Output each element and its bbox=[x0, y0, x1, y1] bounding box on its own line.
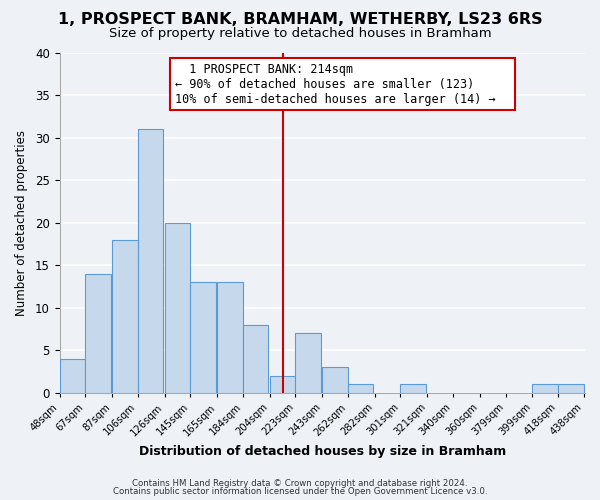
Text: Size of property relative to detached houses in Bramham: Size of property relative to detached ho… bbox=[109, 28, 491, 40]
Bar bbox=[270, 376, 295, 393]
Bar bbox=[164, 222, 190, 393]
Text: 1, PROSPECT BANK, BRAMHAM, WETHERBY, LS23 6RS: 1, PROSPECT BANK, BRAMHAM, WETHERBY, LS2… bbox=[58, 12, 542, 28]
Bar bbox=[217, 282, 243, 393]
Text: Contains HM Land Registry data © Crown copyright and database right 2024.: Contains HM Land Registry data © Crown c… bbox=[132, 478, 468, 488]
Bar bbox=[190, 282, 216, 393]
Text: 1 PROSPECT BANK: 214sqm
← 90% of detached houses are smaller (123)
10% of semi-d: 1 PROSPECT BANK: 214sqm ← 90% of detache… bbox=[175, 62, 510, 106]
Bar bbox=[59, 359, 85, 393]
Text: Contains public sector information licensed under the Open Government Licence v3: Contains public sector information licen… bbox=[113, 487, 487, 496]
Bar bbox=[532, 384, 558, 393]
Bar bbox=[322, 368, 348, 393]
X-axis label: Distribution of detached houses by size in Bramham: Distribution of detached houses by size … bbox=[139, 444, 506, 458]
Bar bbox=[558, 384, 584, 393]
Y-axis label: Number of detached properties: Number of detached properties bbox=[15, 130, 28, 316]
Bar bbox=[348, 384, 373, 393]
Bar bbox=[137, 129, 163, 393]
Bar bbox=[400, 384, 426, 393]
Bar bbox=[243, 325, 268, 393]
Bar bbox=[112, 240, 137, 393]
Bar bbox=[295, 334, 321, 393]
Bar bbox=[85, 274, 111, 393]
